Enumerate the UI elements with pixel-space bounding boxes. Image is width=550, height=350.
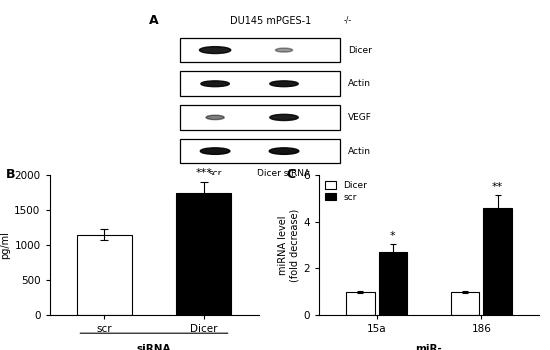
Ellipse shape	[270, 81, 298, 87]
Ellipse shape	[276, 48, 293, 52]
Bar	[180, 38, 340, 62]
Bar	[180, 139, 340, 163]
Text: Actin: Actin	[348, 79, 371, 88]
Text: B: B	[6, 168, 15, 181]
Y-axis label: miRNA level
(fold decrease): miRNA level (fold decrease)	[278, 208, 299, 282]
Text: C: C	[286, 168, 295, 181]
Text: Dicer: Dicer	[348, 46, 372, 55]
Legend: Dicer, scr: Dicer, scr	[323, 180, 369, 203]
Bar	[483, 208, 512, 315]
Text: Actin: Actin	[348, 147, 371, 156]
Text: DU145 mPGES-1: DU145 mPGES-1	[230, 16, 311, 26]
Bar	[346, 292, 375, 315]
Text: A: A	[148, 14, 158, 27]
Bar	[180, 71, 340, 96]
Text: scr: scr	[208, 169, 222, 178]
Ellipse shape	[200, 47, 231, 54]
Ellipse shape	[270, 114, 298, 120]
Text: miR-: miR-	[416, 344, 442, 350]
Ellipse shape	[200, 148, 230, 154]
Bar	[77, 234, 131, 315]
Ellipse shape	[201, 81, 229, 87]
Text: **: **	[492, 182, 503, 192]
Bar	[451, 292, 479, 315]
Y-axis label: VEGF secretion
pg/ml: VEGF secretion pg/ml	[0, 208, 10, 282]
Text: -/-: -/-	[344, 16, 352, 25]
Text: VEGF: VEGF	[348, 113, 372, 122]
Ellipse shape	[270, 148, 299, 154]
Text: ***: ***	[195, 168, 212, 178]
Bar	[379, 252, 407, 315]
Text: Dicer siRNA: Dicer siRNA	[257, 169, 311, 178]
Bar	[180, 105, 340, 130]
Text: *: *	[390, 231, 395, 241]
Bar	[177, 193, 231, 315]
Ellipse shape	[206, 115, 224, 120]
Text: siRNA: siRNA	[137, 344, 171, 350]
